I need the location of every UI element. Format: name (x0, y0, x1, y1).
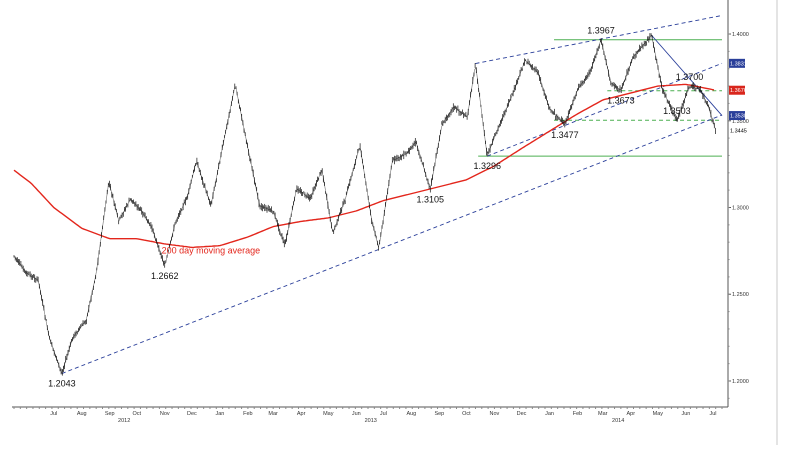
x-tick-label: Jul (709, 411, 716, 417)
right-label-box (729, 58, 745, 68)
annotations: 1.2043 1.2662 1.3105 1.3296 1.3477 1.3673 1.35… (48, 26, 703, 389)
y-tick-label: 1.3000 (732, 206, 749, 212)
x-tick-label: Mar (268, 411, 278, 417)
x-tick-label: Jan (215, 411, 224, 417)
x-year-label: 2014 (612, 418, 624, 424)
annotation-label-1-3503: 1.3503 (663, 106, 691, 116)
y-tick-label: 1.2500 (732, 292, 749, 298)
right-label-text: 1.3445 (730, 128, 747, 134)
x-tick-label: Sep (105, 411, 115, 417)
x-tick-label: Mar (598, 411, 608, 417)
x-tick-label: Apr (627, 411, 636, 417)
axes: 1.2000 1.2500 1.3000 1.3500 1.4000 Jul Aug Sep O… (12, 0, 778, 445)
right-label-box (729, 125, 745, 135)
trend-lines (61, 15, 723, 374)
x-tick-label: Dec (517, 411, 527, 417)
annotation-label-1-3700: 1.3700 (676, 72, 704, 82)
annotation-label-1-2043: 1.2043 (48, 379, 76, 389)
x-tick-label: Jul (380, 411, 387, 417)
right-label-text: 1.3530 (730, 114, 747, 120)
x-tick-label: Aug (77, 411, 87, 417)
x-year-label: 2012 (118, 418, 130, 424)
price-path-line (13, 34, 715, 374)
annotation-label-1-3967: 1.3967 (587, 26, 615, 36)
annotation-label-1-3296: 1.3296 (473, 161, 501, 171)
annotation-label-1-3105: 1.3105 (417, 194, 445, 204)
x-tick-label: Feb (573, 411, 582, 417)
right-price-labels: 1.3831 1.3676 1.3530 1.3445 (729, 58, 747, 135)
x-year-label: 2013 (365, 418, 377, 424)
x-tick-label: Jul (50, 411, 57, 417)
annotation-label-1-2662: 1.2662 (151, 271, 179, 281)
x-tick-label: May (653, 411, 664, 417)
x-tick-label: Feb (243, 411, 252, 417)
horizontal-levels (478, 39, 722, 157)
right-label-box (729, 85, 745, 95)
long-term-uptrend-support (61, 114, 723, 374)
x-tick-label: Dec (187, 411, 197, 417)
y-tick-label: 1.3500 (732, 119, 749, 125)
channel-bottom (487, 62, 723, 157)
moving-average-line (13, 83, 715, 249)
x-tick-label: Nov (490, 411, 500, 417)
right-label-text: 1.3831 (730, 61, 747, 67)
annotation-label-1-3673: 1.3673 (607, 96, 635, 106)
x-tick-label: May (323, 411, 334, 417)
moving-average-label: 200 day moving average (162, 245, 261, 255)
y-tick-label: 1.4000 (732, 32, 749, 38)
downtrend-line (651, 34, 723, 116)
annotation-label-1-3477: 1.3477 (551, 130, 579, 140)
x-tick-label: Sep (434, 411, 444, 417)
price-series (13, 33, 716, 376)
y-tick-label: 1.2000 (732, 379, 749, 385)
x-tick-label: Jun (681, 411, 690, 417)
right-label-text: 1.3676 (730, 88, 747, 94)
x-tick-label: Oct (133, 411, 142, 417)
x-tick-label: Apr (297, 411, 306, 417)
x-tick-label: Nov (160, 411, 170, 417)
x-tick-label: Aug (406, 411, 416, 417)
x-tick-label: Oct (462, 411, 471, 417)
x-tick-label: Jun (352, 411, 361, 417)
x-tick-label: Jan (545, 411, 554, 417)
right-label-box (729, 111, 745, 121)
moving-average-series (13, 83, 715, 249)
